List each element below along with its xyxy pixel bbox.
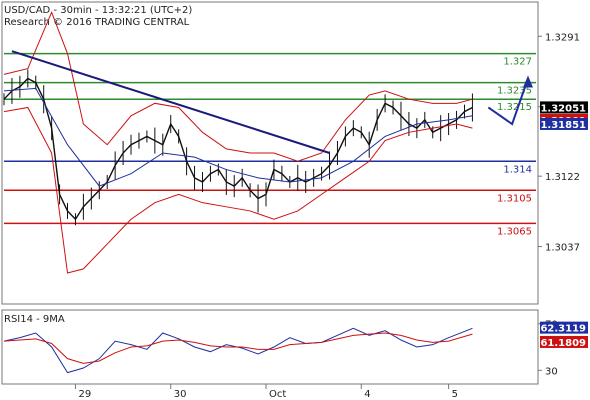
xtick-label-4: 5 xyxy=(452,389,458,400)
level-label-1: 1.3235 xyxy=(497,86,532,97)
main-ytick-label-2: 1.3122 xyxy=(545,172,580,183)
price-tag-bg-0 xyxy=(540,101,588,114)
forecast-arrow-line xyxy=(487,78,529,126)
price-tag-label-2: 1.31851 xyxy=(540,120,586,131)
rsi-series-line-0 xyxy=(3,327,473,374)
series-line-3 xyxy=(3,106,473,274)
chart-subtitle: Research © 2016 TRADING CENTRAL xyxy=(4,17,190,28)
rsi-tag-label-1: 61.1809 xyxy=(540,338,586,349)
level-label-0: 1.327 xyxy=(503,57,532,68)
trendline xyxy=(11,50,330,154)
xtick-label-3: 4 xyxy=(364,389,370,400)
price-tag-bg-2 xyxy=(540,117,588,130)
rsi-ytick-label-1: 30 xyxy=(545,366,558,377)
main-ytick-label-0: 1.3291 xyxy=(545,32,580,43)
series-line-1 xyxy=(3,87,473,187)
main-panel-frame xyxy=(1,1,539,305)
rsi-tag-bg-0 xyxy=(540,321,588,334)
rsi-panel-frame xyxy=(1,309,539,385)
price-tag-label-0: 1.32051 xyxy=(540,103,586,114)
forecast-arrow-head xyxy=(523,75,533,88)
xtick-label-0: 29 xyxy=(78,389,91,400)
rsi-tag-bg-1 xyxy=(540,335,588,348)
rsi-series-line-1 xyxy=(3,332,473,364)
rsi-panel-title: RSI14 - 9MA xyxy=(4,314,65,325)
level-label-5: 1.3065 xyxy=(497,226,532,237)
chart-title: USD/CAD - 30min - 13:32:21 (UTC+2) xyxy=(4,5,192,16)
series-line-2 xyxy=(3,10,473,162)
xtick-label-1: 30 xyxy=(174,389,187,400)
main-price-panel: 1.327 1.3235 1.3215 1.314 1.3105 1.3065 1.3291… xyxy=(3,10,588,274)
main-ytick-label-3: 1.3037 xyxy=(545,243,580,254)
rsi-tag-label-0: 62.3119 xyxy=(540,324,586,335)
xtick-label-2: Oct xyxy=(269,389,286,400)
level-label-3: 1.314 xyxy=(503,164,532,175)
level-label-2: 1.3215 xyxy=(497,102,532,113)
level-label-4: 1.3105 xyxy=(497,193,532,204)
series-line-0 xyxy=(3,77,473,221)
